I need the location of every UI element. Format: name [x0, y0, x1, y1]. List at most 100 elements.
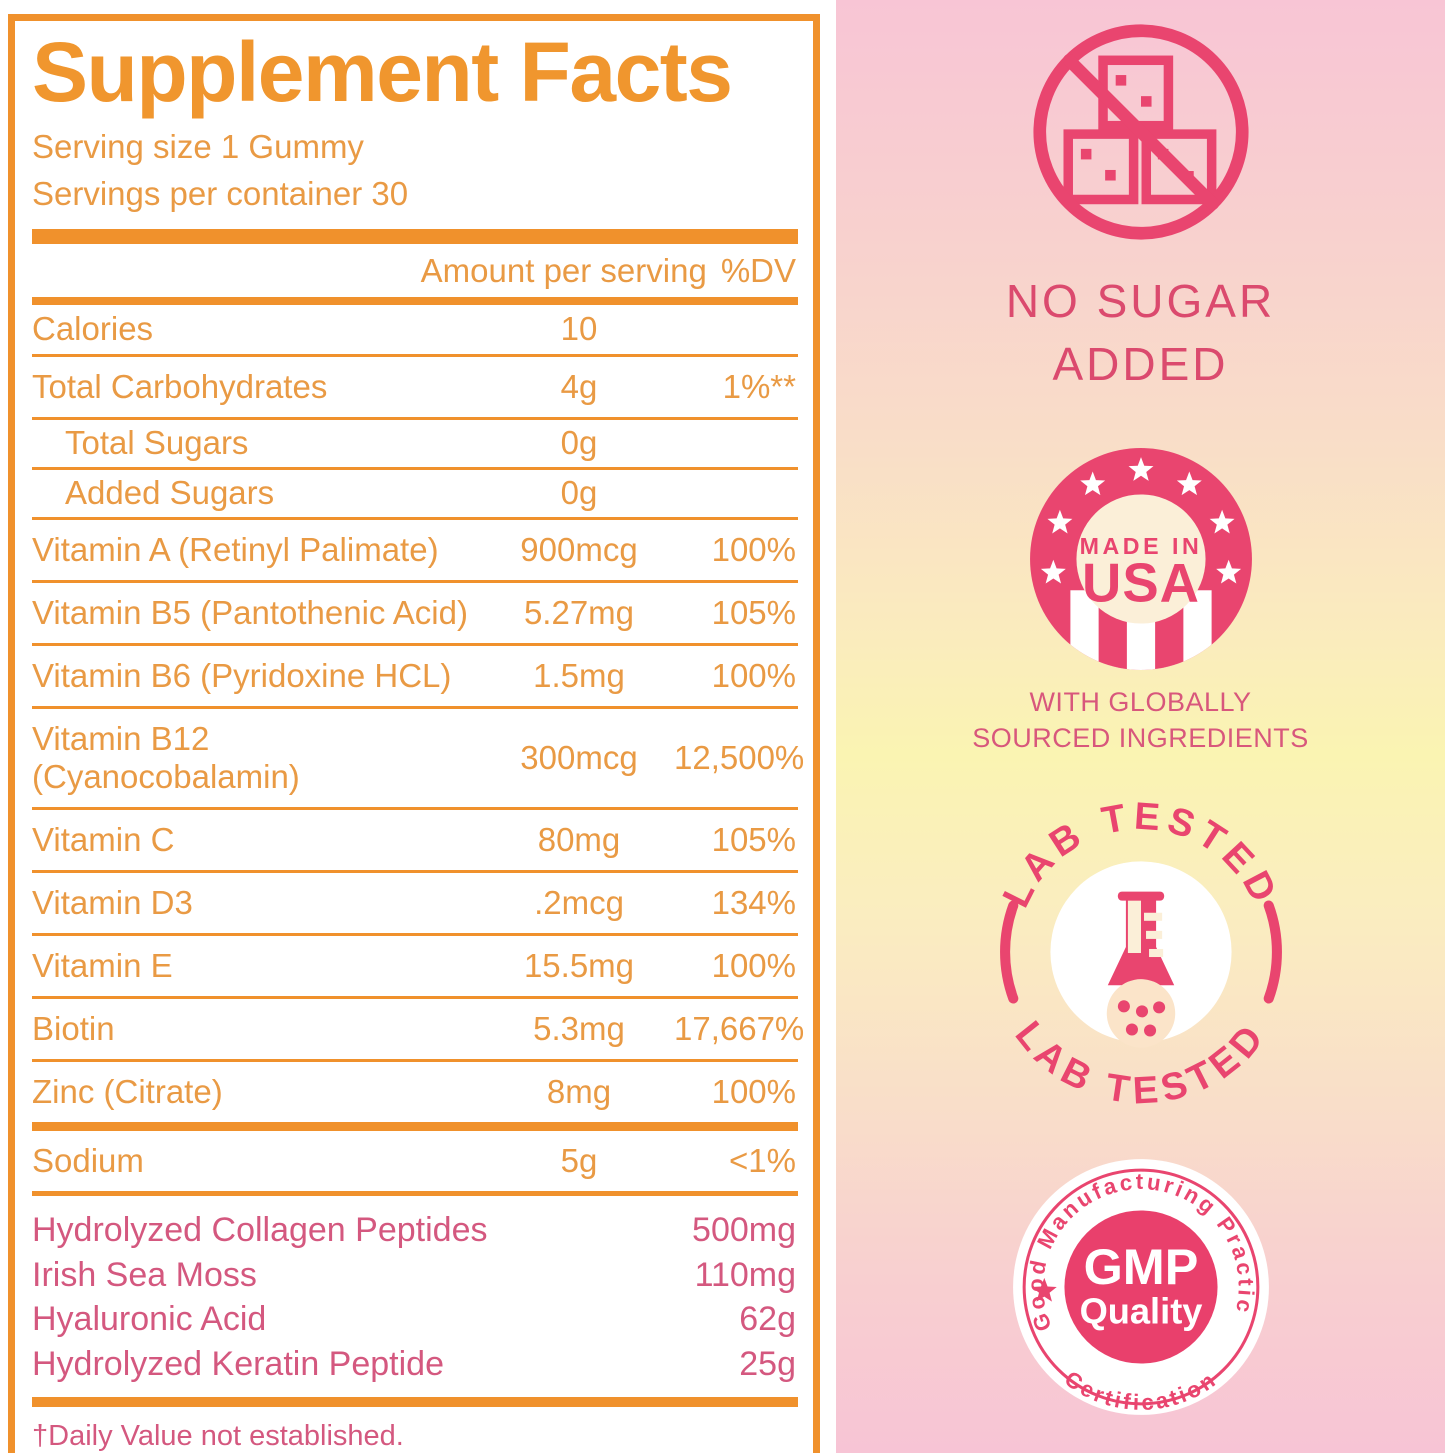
globally-sourced-line2: SOURCED INGREDIENTS: [972, 722, 1309, 753]
table-row-vitamin-b6: Vitamin B6 (Pyridoxine HCL) 1.5mg 100%: [32, 646, 798, 709]
nutrient-amount: 5.3mg: [533, 1009, 625, 1047]
nutrient-name: Sodium: [32, 1141, 144, 1179]
no-sugar-line1: NO SUGAR: [1005, 275, 1276, 327]
footnote-daily-value: †Daily Value not established.: [32, 1420, 404, 1453]
gmp-quality-label: Quality: [1079, 1290, 1202, 1331]
ingredient-amount: 62g: [739, 1300, 796, 1339]
table-row-vitamin-a: Vitamin A (Retinyl Palimate) 900mcg 100%: [32, 520, 798, 583]
table-row-added-sugars: Added Sugars 0g: [32, 470, 798, 520]
nutrient-dv: 12,500%: [674, 738, 805, 776]
table-row-sea-moss: Irish Sea Moss 110mg: [32, 1253, 798, 1298]
usa-badge-center: [1075, 494, 1206, 624]
nutrient-amount: 15.5mg: [523, 946, 635, 984]
divider-medium: [32, 1190, 798, 1196]
table-row-vitamin-d3: Vitamin D3 .2mcg 134%: [32, 873, 798, 936]
nutrient-name: Vitamin B5 (Pantothenic Acid): [32, 593, 468, 631]
sugar-cube-icon: [1062, 129, 1138, 205]
table-row-vitamin-c: Vitamin C 80mg 105%: [32, 810, 798, 873]
sugar-cube-icon: [1141, 129, 1216, 205]
lab-flask-icon: [1106, 891, 1175, 1048]
nutrient-dv: 105%: [711, 820, 796, 858]
prohibition-circle-icon: [1032, 24, 1249, 240]
nutrient-amount: 8mg: [546, 1072, 612, 1110]
sugar-cube-icon: [1097, 55, 1173, 131]
proprietary-ingredients: Hydrolyzed Collagen Peptides 500mg Irish…: [32, 1204, 798, 1388]
nutrient-amount: .2mcg: [534, 883, 624, 921]
no-sugar-icon: [1032, 24, 1249, 240]
serving-size: Serving size 1 Gummy: [32, 128, 364, 166]
nutrient-dv: 100%: [711, 946, 796, 984]
dv-header: %DV: [720, 251, 796, 289]
footnotes: †Daily Value not established. **Percent …: [32, 1407, 798, 1453]
nutrient-amount: 10: [560, 309, 598, 347]
ingredient-name: Irish Sea Moss: [32, 1255, 257, 1294]
page-title: Supplement Facts: [32, 25, 733, 119]
nutrient-name: Vitamin B6 (Pyridoxine HCL): [32, 656, 452, 694]
ingredient-amount: 110mg: [694, 1255, 796, 1294]
nutrient-dv: 1%**: [722, 367, 796, 405]
made-in-usa-badge: MADE IN USA: [1029, 447, 1252, 670]
facts-panel: Supplement Facts Serving size 1 Gummy Se…: [8, 14, 820, 1453]
gmp-label: GMP: [1083, 1238, 1198, 1295]
nutrient-dv: 105%: [711, 593, 796, 631]
nutrient-name: Added Sugars: [65, 473, 275, 511]
table-row-zinc: Zinc (Citrate) 8mg 100%: [32, 1062, 798, 1122]
nutrient-amount: 4g: [560, 367, 598, 405]
ingredient-name: Hydrolyzed Collagen Peptides: [32, 1210, 488, 1249]
usa-label: USA: [1082, 552, 1200, 613]
made-in-label: MADE IN: [1079, 533, 1202, 559]
ingredient-amount: 500mg: [692, 1210, 796, 1249]
table-row-collagen: Hydrolyzed Collagen Peptides 500mg: [32, 1208, 798, 1253]
table-row-total-sugars: Total Sugars 0g: [32, 420, 798, 470]
gmp-badge-ring: [1022, 1168, 1259, 1406]
divider-thick: [32, 228, 798, 244]
divider-thick: [32, 1397, 798, 1408]
lab-badge-left-arc: [999, 900, 1018, 1004]
nutrient-name: Total Sugars: [65, 423, 249, 461]
nutrient-dv: <1%: [729, 1141, 796, 1179]
nutrient-name: Vitamin D3: [32, 883, 193, 921]
nutrient-name: Vitamin C: [32, 820, 175, 858]
nutrient-amount: 300mcg: [520, 738, 638, 776]
nutrient-amount: 5.27mg: [523, 593, 635, 631]
lab-tested-badge: LAB TESTED LAB TESTED: [994, 796, 1282, 1108]
nutrient-name: Total Carbohydrates: [32, 367, 328, 405]
table-row-total-carbohydrates: Total Carbohydrates 4g 1%**: [32, 357, 798, 420]
gmp-quality-badge: Good Manufacturing Practice Certificatio…: [1004, 1150, 1269, 1415]
globally-sourced-line1: WITH GLOBALLY: [1029, 686, 1252, 717]
no-sugar-added-label: NO SUGAR ADDED: [1006, 270, 1275, 397]
ingredient-amount: 25g: [739, 1345, 796, 1384]
nutrient-amount: 5g: [560, 1141, 598, 1179]
nutrient-dv: 17,667%: [674, 1009, 805, 1047]
nutrient-amount: 0g: [560, 473, 598, 511]
gmp-badge-center: [1063, 1210, 1218, 1364]
nutrient-dv: 100%: [711, 656, 796, 694]
globally-sourced-label: WITH GLOBALLY SOURCED INGREDIENTS: [972, 685, 1309, 756]
nutrient-dv: 134%: [711, 883, 796, 921]
nutrient-name: Calories: [32, 309, 154, 347]
nutrient-name: Biotin: [32, 1009, 115, 1047]
nutrient-amount: 0g: [560, 423, 598, 461]
prohibition-slash-icon: [1062, 53, 1219, 211]
nutrient-amount: 900mcg: [520, 530, 638, 568]
divider-medium: [32, 296, 798, 305]
servings-per-container: Servings per container 30: [32, 174, 409, 212]
nutrient-dv: 100%: [711, 530, 796, 568]
table-row-biotin: Biotin 5.3mg 17,667%: [32, 999, 805, 1062]
amount-header: Amount per serving: [420, 251, 707, 289]
table-row-sodium: Sodium 5g <1%: [32, 1131, 798, 1191]
table-row-vitamin-b5: Vitamin B5 (Pantothenic Acid) 5.27mg 105…: [32, 583, 798, 646]
nutrient-amount: 80mg: [537, 820, 621, 858]
nutrient-name: Vitamin A (Retinyl Palimate): [32, 530, 439, 568]
lab-badge-right-arc: [1263, 900, 1282, 1004]
table-row-vitamin-b12: Vitamin B12 (Cyanocobalamin) 300mcg 12,5…: [32, 709, 805, 810]
table-column-header: Amount per serving %DV: [32, 244, 798, 297]
divider-thick: [32, 1121, 798, 1131]
nutrient-name: Vitamin E: [32, 946, 173, 984]
no-sugar-line2: ADDED: [1052, 338, 1229, 391]
nutrient-dv: 100%: [711, 1072, 796, 1110]
table-row-keratin: Hydrolyzed Keratin Peptide 25g: [32, 1342, 798, 1387]
ingredient-name: Hydrolyzed Keratin Peptide: [32, 1345, 445, 1384]
facts-table: Calories 10 Total Carbohydrates 4g 1%** …: [32, 305, 805, 1122]
